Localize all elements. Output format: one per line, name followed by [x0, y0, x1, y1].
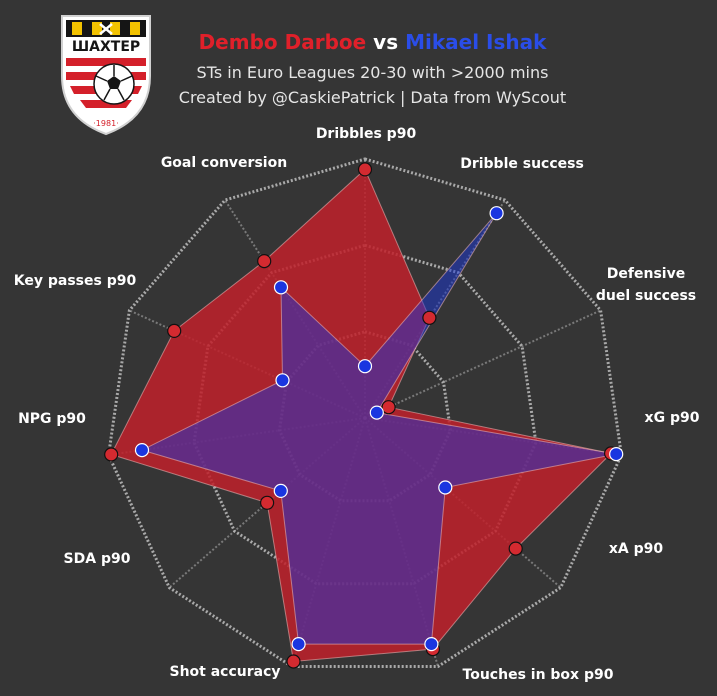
- axis-label-shot-accuracy: Shot accuracy: [169, 664, 280, 680]
- point-mikael-ishak-dribble-success: [489, 206, 504, 221]
- logo-text: ШАХТЕР: [72, 39, 140, 55]
- chart-credit: Created by @CaskiePatrick | Data from Wy…: [178, 88, 567, 107]
- axis-label-touches-in-box-p90: Touches in box p90: [463, 667, 614, 683]
- point-mikael-ishak-xa-p90: [438, 480, 453, 495]
- point-dembo-darboe-npg-p90: [104, 447, 119, 462]
- axis-label-key-passes-p90: Key passes p90: [14, 273, 137, 289]
- logo-year: ·1981·: [93, 119, 118, 128]
- point-dembo-darboe-key-passes-p90: [167, 323, 182, 338]
- point-dembo-darboe-dribbles-p90: [357, 162, 373, 177]
- chart-title: Dembo Darboe vs Mikael Ishak: [150, 30, 595, 54]
- axis-label-xg-p90: xG p90: [645, 410, 700, 426]
- point-mikael-ishak-sda-p90: [273, 483, 288, 498]
- axis-label-dribble-success: Dribble success: [460, 156, 584, 172]
- point-dembo-darboe-defensive-duel-success: [381, 400, 396, 415]
- axis-label-sda-p90: SDA p90: [64, 551, 131, 567]
- grid-spoke-3: [364, 309, 602, 419]
- player2-name: Mikael Ishak: [405, 30, 547, 54]
- shakhtar-club-logo: ШАХТЕР ·1981·: [61, 15, 151, 136]
- point-mikael-ishak-shot-accuracy: [291, 636, 306, 652]
- axis-label-goal-conversion: Goal conversion: [161, 155, 287, 171]
- grid-ring-3: [107, 157, 623, 668]
- series-area-mikael-ishak: [140, 212, 617, 645]
- point-mikael-ishak-goal-conversion: [273, 280, 289, 295]
- axis-label-npg-p90: NPG p90: [18, 411, 86, 427]
- point-dembo-darboe-goal-conversion: [257, 254, 272, 269]
- point-mikael-ishak-xg-p90: [609, 447, 624, 462]
- point-mikael-ishak-npg-p90: [134, 443, 150, 458]
- point-mikael-ishak-touches-in-box-p90: [424, 636, 439, 652]
- axis-label-xa-p90: xA p90: [609, 541, 664, 557]
- point-dembo-darboe-shot-accuracy: [286, 654, 301, 669]
- vs-text: vs: [373, 30, 399, 54]
- player1-name: Dembo Darboe: [198, 30, 367, 54]
- point-dembo-darboe-xa-p90: [508, 541, 523, 556]
- axis-label-defensive-duel-success: Defensive duel success: [596, 266, 696, 304]
- point-mikael-ishak-key-passes-p90: [275, 373, 290, 388]
- point-dembo-darboe-dribble-success: [422, 310, 437, 325]
- point-mikael-ishak-defensive-duel-success: [369, 405, 384, 420]
- axis-label-dribbles-p90: Dribbles p90: [316, 126, 417, 142]
- point-mikael-ishak-dribbles-p90: [357, 359, 373, 374]
- chart-subtitle: STs in Euro Leagues 20-30 with >2000 min…: [196, 63, 549, 82]
- point-dembo-darboe-sda-p90: [260, 495, 275, 510]
